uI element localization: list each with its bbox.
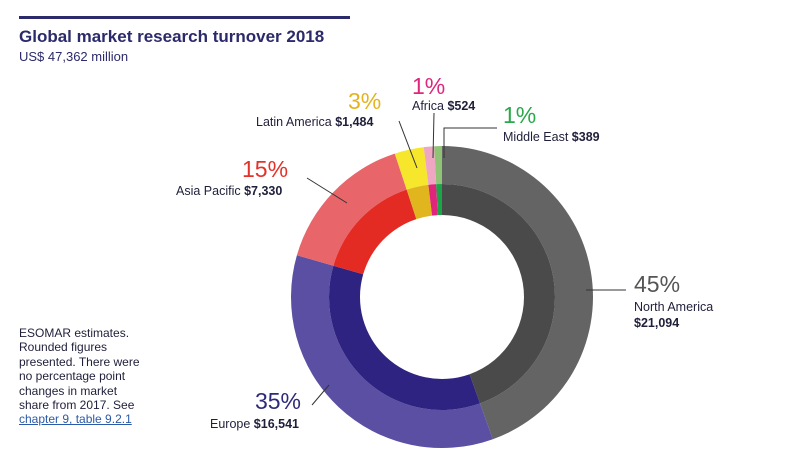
region-name-africa: Africa	[412, 99, 444, 113]
slice-outer-europe	[290, 255, 493, 448]
region-name-europe: Europe	[210, 417, 250, 431]
footnote: ESOMAR estimates. Rounded figures presen…	[19, 326, 149, 427]
slice-outer-middle-east	[434, 146, 442, 185]
region-value-africa: $524	[447, 99, 475, 113]
chart-title: Global market research turnover 2018	[19, 27, 325, 46]
region-name-north-america: North America	[634, 300, 713, 314]
donut-slices	[290, 146, 593, 448]
footnote-text: ESOMAR estimates. Rounded figures presen…	[19, 326, 140, 413]
region-name-latin-america: Latin America	[256, 115, 332, 129]
leader-line-asia-pacific	[306, 177, 348, 204]
pct-label-middle-east: 1%	[503, 102, 536, 128]
region-value-north-america: $21,094	[634, 316, 679, 330]
region-name-asia-pacific: Asia Pacific	[176, 184, 241, 198]
region-value-latin-america: $1,484	[335, 115, 373, 129]
pct-label-asia-pacific: 15%	[242, 156, 288, 182]
leader-line-middle-east	[443, 127, 497, 158]
region-value-asia-pacific: $7,330	[244, 184, 282, 198]
slice-inner-middle-east	[436, 184, 442, 216]
chart-subtitle: US$ 47,362 million	[19, 49, 129, 64]
region-label-middle-east: Middle East $389	[503, 130, 600, 144]
region-label-asia-pacific: Asia Pacific $7,330	[176, 184, 282, 198]
pct-label-north-america: 45%	[634, 271, 680, 297]
region-value-europe: $16,541	[254, 417, 299, 431]
leader-line-latin-america	[398, 120, 418, 169]
pct-label-africa: 1%	[412, 73, 445, 99]
region-label-africa: Africa $524	[412, 99, 475, 113]
region-label-latin-america: Latin America $1,484	[256, 115, 373, 129]
region-value-middle-east: $389	[572, 130, 600, 144]
region-label-europe: Europe $16,541	[210, 417, 299, 431]
slice-outer-north-america	[442, 146, 593, 440]
chapter-link[interactable]: chapter 9, table 9.2.1	[19, 412, 132, 427]
slice-outer-latin-america	[394, 147, 429, 190]
region-name-middle-east: Middle East	[503, 130, 569, 144]
slice-inner-north-america	[442, 184, 556, 404]
pct-label-europe: 35%	[255, 388, 301, 414]
leader-lines	[306, 112, 626, 406]
slice-inner-africa	[428, 184, 438, 216]
pct-label-latin-america: 3%	[348, 88, 381, 114]
leader-line-europe	[311, 384, 330, 406]
slice-inner-latin-america	[406, 184, 433, 220]
title-rule	[19, 16, 350, 19]
slice-outer-asia-pacific	[296, 153, 407, 266]
slice-inner-europe	[329, 265, 481, 411]
slice-inner-asia-pacific	[333, 189, 417, 275]
leader-line-africa	[432, 112, 435, 159]
